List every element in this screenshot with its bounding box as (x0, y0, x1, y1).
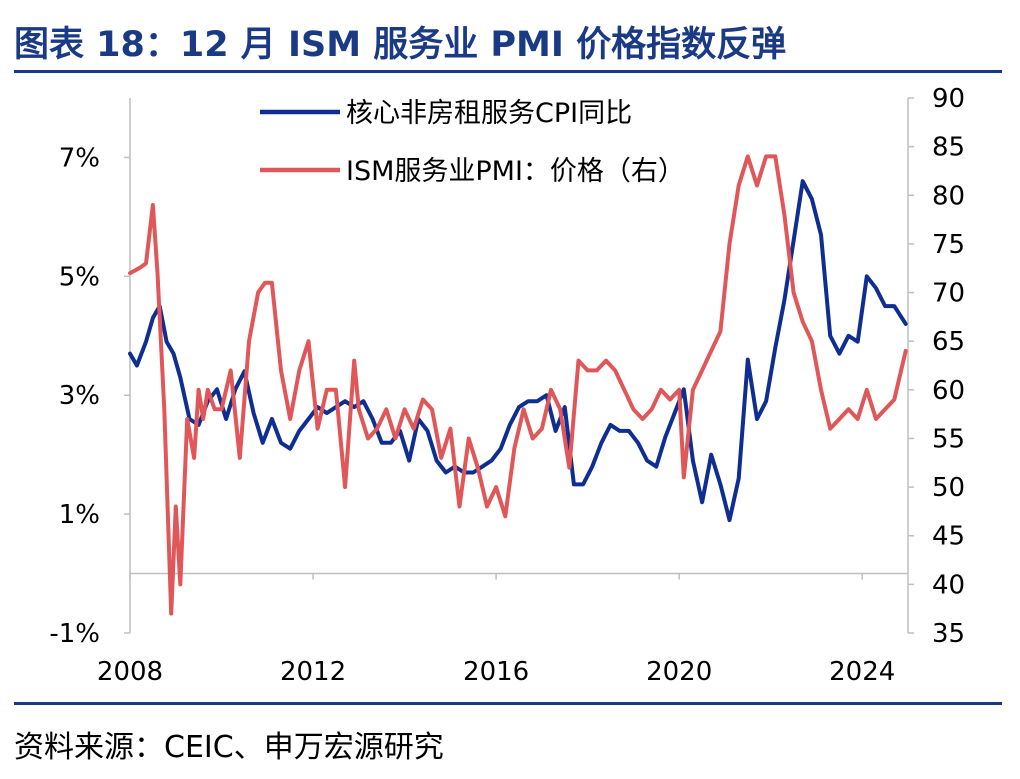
right-tick-label: 45 (932, 522, 965, 552)
left-tick-label: 7% (59, 143, 100, 173)
legend-label-cpi: 核心非房租服务CPI同比 (346, 98, 632, 129)
left-tick-label: 5% (59, 262, 100, 292)
x-tick-label: 2024 (829, 657, 895, 687)
chart-axes: 7% 5% 3% 1% -1% 90 85 80 75 70 65 60 55 50 45 40 35 2008 2… (49, 84, 965, 687)
chart-series-lines (128, 154, 908, 616)
right-tick-label: 70 (932, 279, 965, 309)
footer-divider (14, 702, 1002, 705)
left-tick-label: 3% (59, 381, 100, 411)
right-tick-label: 60 (932, 376, 965, 406)
left-tick-label: 1% (59, 500, 100, 530)
right-tick-label: 55 (932, 424, 965, 454)
right-tick-label: 65 (932, 327, 965, 357)
right-tick-label: 80 (932, 181, 965, 211)
x-tick-label: 2020 (646, 657, 712, 687)
right-tick-label: 40 (932, 570, 965, 600)
chart-title: 图表 18：12 月 ISM 服务业 PMI 价格指数反弹 (14, 25, 787, 65)
right-tick-label: 85 (932, 133, 965, 163)
source-note: 资料来源：CEIC、申万宏源研究 (14, 730, 444, 765)
right-tick-label: 90 (932, 84, 965, 114)
left-tick-label: -1% (49, 619, 100, 649)
title-divider (14, 70, 1002, 73)
x-tick-label: 2016 (463, 657, 529, 687)
right-tick-label: 75 (932, 230, 965, 260)
x-tick-label: 2012 (280, 657, 346, 687)
x-tick-label: 2008 (97, 657, 163, 687)
right-tick-label: 50 (932, 473, 965, 503)
right-tick-label: 35 (932, 619, 965, 649)
chart-legend: 核心非房租服务CPI同比 ISM服务业PMI：价格（右） (260, 98, 685, 187)
ism-services-price-line (128, 154, 908, 616)
legend-label-ism: ISM服务业PMI：价格（右） (346, 156, 685, 187)
